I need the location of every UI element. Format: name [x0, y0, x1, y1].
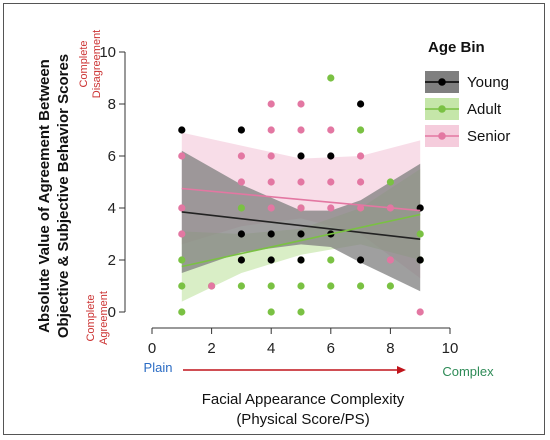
point-senior: [416, 308, 424, 316]
y-axis-label-line2: Objective & Subjective Behavior Scores: [55, 54, 72, 338]
ci-band-young: [181, 150, 421, 292]
point-young: [416, 256, 424, 264]
x-tick-label: 4: [267, 340, 275, 357]
point-senior: [178, 230, 186, 238]
point-adult: [297, 282, 305, 290]
point-adult: [267, 282, 275, 290]
point-adult: [178, 282, 186, 290]
x-tick-label: 8: [386, 340, 394, 357]
figure-frame: [3, 3, 545, 435]
complete-agreement-label: Complete: [85, 294, 97, 341]
point-young: [327, 152, 335, 160]
point-senior: [297, 126, 305, 134]
complete-disagreement-label: Disagreement: [91, 30, 103, 98]
complete-disagreement-label: Complete: [78, 40, 90, 87]
x-tick-label: 2: [207, 340, 215, 357]
point-adult: [327, 74, 335, 82]
point-adult: [178, 256, 186, 264]
point-adult: [327, 282, 335, 290]
data-points: [178, 74, 424, 316]
x-tick-label: 10: [442, 340, 459, 357]
legend-marker-young: [438, 78, 446, 86]
y-tick-label: 0: [108, 304, 116, 321]
plain-label: Plain: [144, 360, 173, 375]
point-senior: [327, 204, 335, 212]
point-senior: [386, 256, 394, 264]
x-axis-label-line2: (Physical Score/PS): [236, 411, 369, 428]
point-young: [237, 256, 245, 264]
y-tick-label: 2: [108, 252, 116, 269]
point-senior: [327, 178, 335, 186]
point-young: [178, 126, 186, 134]
point-senior: [267, 178, 275, 186]
y-axis-label-line1: Absolute Value of Agreement Between: [36, 59, 53, 333]
complete-agreement-label: Agreement: [98, 291, 110, 345]
axes: 0 2 4 6 8 10 0 2 4 6 8 10: [99, 44, 458, 357]
point-senior: [297, 178, 305, 186]
point-senior: [237, 178, 245, 186]
point-senior: [208, 282, 216, 290]
point-young: [237, 230, 245, 238]
legend-label-young: Young: [467, 74, 509, 91]
point-senior: [357, 204, 365, 212]
point-senior: [237, 152, 245, 160]
fit-lines: [181, 187, 421, 268]
point-adult: [386, 282, 394, 290]
x-axis-label-line1: Facial Appearance Complexity: [202, 391, 405, 408]
point-adult: [237, 282, 245, 290]
legend-title: Age Bin: [428, 39, 485, 56]
point-young: [267, 256, 275, 264]
complex-label: Complex: [442, 364, 494, 379]
fit-line-adult: [181, 213, 421, 268]
point-senior: [267, 204, 275, 212]
point-senior: [267, 126, 275, 134]
point-adult: [297, 308, 305, 316]
x-tick-label: 0: [148, 340, 156, 357]
point-adult: [267, 308, 275, 316]
point-young: [357, 256, 365, 264]
point-senior: [297, 204, 305, 212]
point-adult: [357, 126, 365, 134]
complexity-arrow-head: [397, 366, 406, 374]
legend: Age Bin Young Adult Senior: [425, 39, 510, 147]
point-young: [357, 100, 365, 108]
legend-marker-adult: [438, 105, 446, 113]
point-adult: [237, 204, 245, 212]
point-senior: [178, 152, 186, 160]
point-senior: [327, 126, 335, 134]
point-young: [237, 126, 245, 134]
point-young: [297, 230, 305, 238]
point-adult: [386, 178, 394, 186]
point-senior: [267, 100, 275, 108]
point-adult: [327, 256, 335, 264]
fit-line-senior: [181, 187, 421, 212]
point-young: [297, 256, 305, 264]
point-senior: [297, 100, 305, 108]
point-senior: [178, 204, 186, 212]
fit-line-young: [181, 211, 421, 240]
point-young: [297, 152, 305, 160]
legend-label-senior: Senior: [467, 128, 510, 145]
point-adult: [357, 282, 365, 290]
legend-marker-senior: [438, 132, 446, 140]
y-tick-label: 8: [108, 96, 116, 113]
point-senior: [357, 152, 365, 160]
point-adult: [178, 308, 186, 316]
legend-label-adult: Adult: [467, 101, 502, 118]
point-senior: [267, 152, 275, 160]
y-tick-label: 4: [108, 200, 116, 217]
point-senior: [357, 178, 365, 186]
y-tick-label: 6: [108, 148, 116, 165]
point-adult: [416, 230, 424, 238]
x-tick-label: 6: [327, 340, 335, 357]
point-young: [267, 230, 275, 238]
y-tick-label: 10: [99, 44, 116, 61]
